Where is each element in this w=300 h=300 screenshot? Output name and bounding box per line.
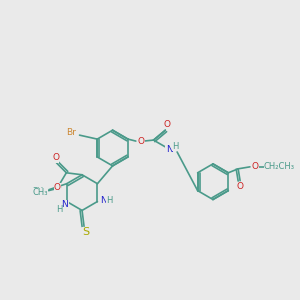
Text: H: H [106, 196, 112, 205]
Text: N: N [61, 200, 68, 209]
Text: Br: Br [66, 128, 76, 137]
Text: O: O [137, 136, 144, 146]
Text: CH₂CH₃: CH₂CH₃ [264, 162, 295, 171]
Text: CH₃: CH₃ [32, 187, 47, 196]
Text: N: N [100, 196, 107, 205]
Text: H: H [56, 205, 62, 214]
Text: S: S [82, 227, 90, 237]
Text: O: O [52, 153, 59, 162]
Text: O: O [237, 182, 244, 191]
Text: O: O [164, 120, 171, 129]
Text: N: N [166, 146, 172, 154]
Text: O: O [251, 162, 258, 171]
Text: H: H [172, 142, 178, 151]
Text: O: O [54, 183, 61, 192]
Text: CH₃: CH₃ [32, 188, 47, 197]
